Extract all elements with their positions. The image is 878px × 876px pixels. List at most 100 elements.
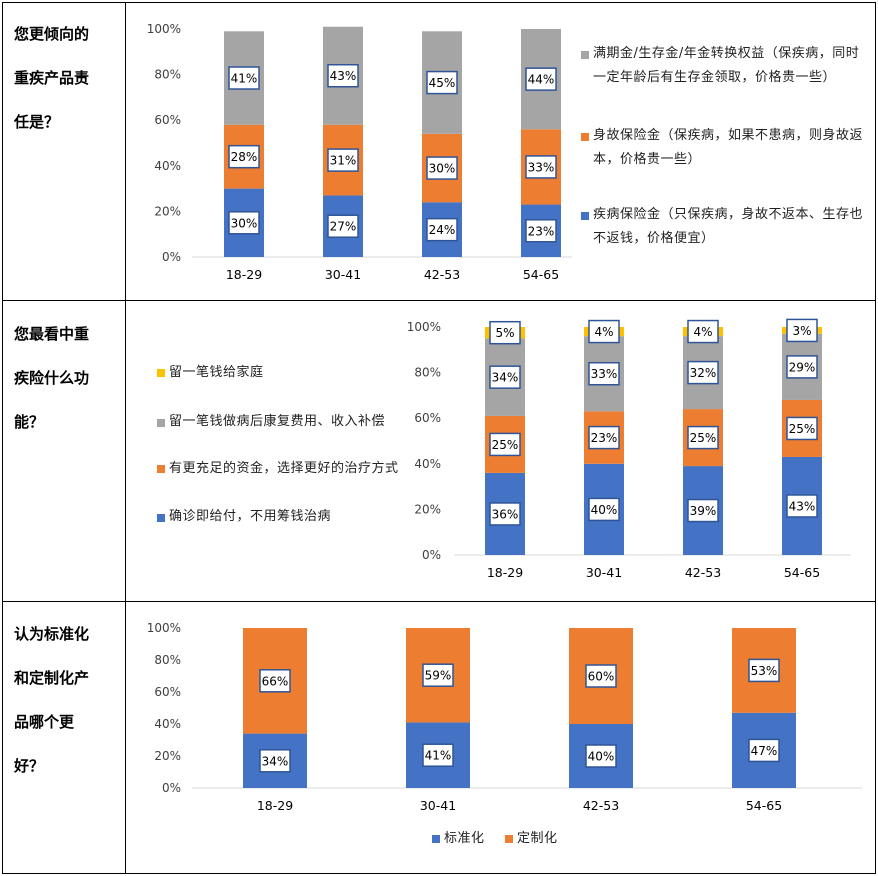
data-label-box (687, 425, 719, 450)
question-2-line: 疾险什么功 (14, 369, 90, 387)
data-label-box (426, 156, 458, 180)
data-label: 60% (588, 670, 615, 684)
y-tick-label: 20% (414, 502, 441, 516)
legend-item-blue: 确诊即给付，不用筹钱治病 (169, 509, 332, 524)
data-label-box (786, 416, 818, 441)
y-tick-label: 80% (154, 68, 181, 82)
data-label-box (585, 664, 617, 688)
x-category-label: 54-65 (784, 565, 820, 580)
data-label: 47% (751, 744, 778, 758)
data-label: 32% (690, 366, 717, 380)
y-tick-label: 60% (414, 411, 441, 425)
data-label-box (489, 502, 521, 526)
data-label: 34% (492, 371, 519, 385)
y-tick-label: 80% (154, 653, 181, 667)
legend-item-orange: 身故保险金（保疾病，如果不患病，则身故返本，价格贵一些） (593, 128, 864, 167)
x-category-label: 42-53 (583, 798, 619, 813)
question-3-line: 好？ (14, 757, 45, 775)
data-label: 25% (789, 422, 816, 436)
data-label: 25% (492, 438, 519, 452)
question-1-line: 您更倾向的 (14, 25, 90, 43)
data-label: 40% (588, 750, 615, 764)
data-label: 66% (262, 674, 289, 688)
data-label: 30% (231, 216, 258, 230)
x-category-label: 18-29 (257, 798, 293, 813)
legend-swatch-gray (157, 419, 165, 427)
legend-item-blue: 疾病保险金（只保疾病，身故不返本、生存也不返钱，价格便宜） (593, 207, 864, 246)
x-category-label: 42-53 (424, 267, 460, 282)
column-divider (125, 2, 126, 874)
data-label: 5% (495, 326, 514, 340)
data-label-box (489, 432, 521, 457)
x-category-label: 18-29 (487, 565, 523, 580)
row-divider (2, 601, 876, 602)
data-label-box (489, 320, 521, 345)
data-label: 24% (429, 223, 456, 237)
data-label: 27% (330, 220, 357, 234)
y-tick-label: 100% (147, 621, 181, 635)
data-label-box (585, 744, 617, 768)
data-label-box (228, 144, 260, 169)
data-label: 31% (330, 154, 357, 168)
question-1-line: 任是？ (14, 113, 60, 131)
data-label: 4% (594, 325, 613, 339)
data-label-box (426, 70, 458, 95)
data-label-box (588, 361, 620, 386)
data-label-box (327, 63, 359, 88)
x-category-label: 30-41 (325, 267, 361, 282)
question-2-line: 能？ (14, 413, 45, 431)
data-label-box (228, 211, 260, 235)
data-label: 33% (591, 367, 618, 381)
y-tick-label: 60% (154, 113, 181, 127)
data-label-box (489, 365, 521, 389)
data-label-box (259, 749, 291, 773)
x-category-label: 18-29 (226, 267, 262, 282)
data-label: 25% (690, 431, 717, 445)
legend-swatch-gray (581, 51, 589, 59)
data-label: 33% (528, 160, 555, 174)
data-label-box (786, 318, 818, 343)
legend-swatch-orange (505, 835, 513, 843)
legend-item-blue: 标准化 (444, 831, 485, 846)
y-tick-label: 0% (162, 250, 181, 264)
question-3-line: 认为标准化 (14, 625, 90, 643)
legend-item-orange: 定制化 (517, 831, 558, 846)
data-label-box (525, 67, 557, 91)
data-label-box (748, 658, 780, 683)
data-label: 53% (751, 664, 778, 678)
data-label-box (687, 319, 719, 344)
data-label-box (525, 155, 557, 179)
data-label-box (588, 425, 620, 450)
x-category-label: 42-53 (685, 565, 721, 580)
y-tick-label: 0% (422, 548, 441, 562)
data-label: 28% (231, 150, 258, 164)
data-label: 23% (528, 224, 555, 238)
legend-swatch-blue (432, 835, 440, 843)
data-label-box (588, 319, 620, 344)
data-label: 43% (330, 69, 357, 83)
legend-swatch-orange (157, 465, 165, 473)
y-tick-label: 20% (154, 749, 181, 763)
question-2-line: 您最看中重 (14, 325, 90, 343)
x-category-label: 30-41 (420, 798, 456, 813)
x-category-label: 54-65 (523, 267, 559, 282)
data-label-box (259, 669, 291, 693)
y-tick-label: 0% (162, 781, 181, 795)
data-label: 41% (425, 749, 452, 763)
data-label-box (687, 360, 719, 385)
legend-item-yellow: 留一笔钱给家庭 (169, 365, 264, 380)
question-1: 您更倾向的 重疾产品责 任是？ (14, 12, 114, 144)
data-label-box (786, 355, 818, 379)
legend-item-gray: 留一笔钱做病后康复费用、收入补偿 (169, 414, 386, 429)
y-tick-label: 100% (147, 22, 181, 36)
data-label: 34% (262, 754, 289, 768)
data-label: 45% (429, 76, 456, 90)
row-divider (2, 300, 876, 301)
y-tick-label: 40% (414, 457, 441, 471)
question-1-line: 重疾产品责 (14, 69, 90, 87)
data-label: 23% (591, 431, 618, 445)
data-label-box (327, 148, 359, 172)
legend-swatch-blue (157, 514, 165, 522)
